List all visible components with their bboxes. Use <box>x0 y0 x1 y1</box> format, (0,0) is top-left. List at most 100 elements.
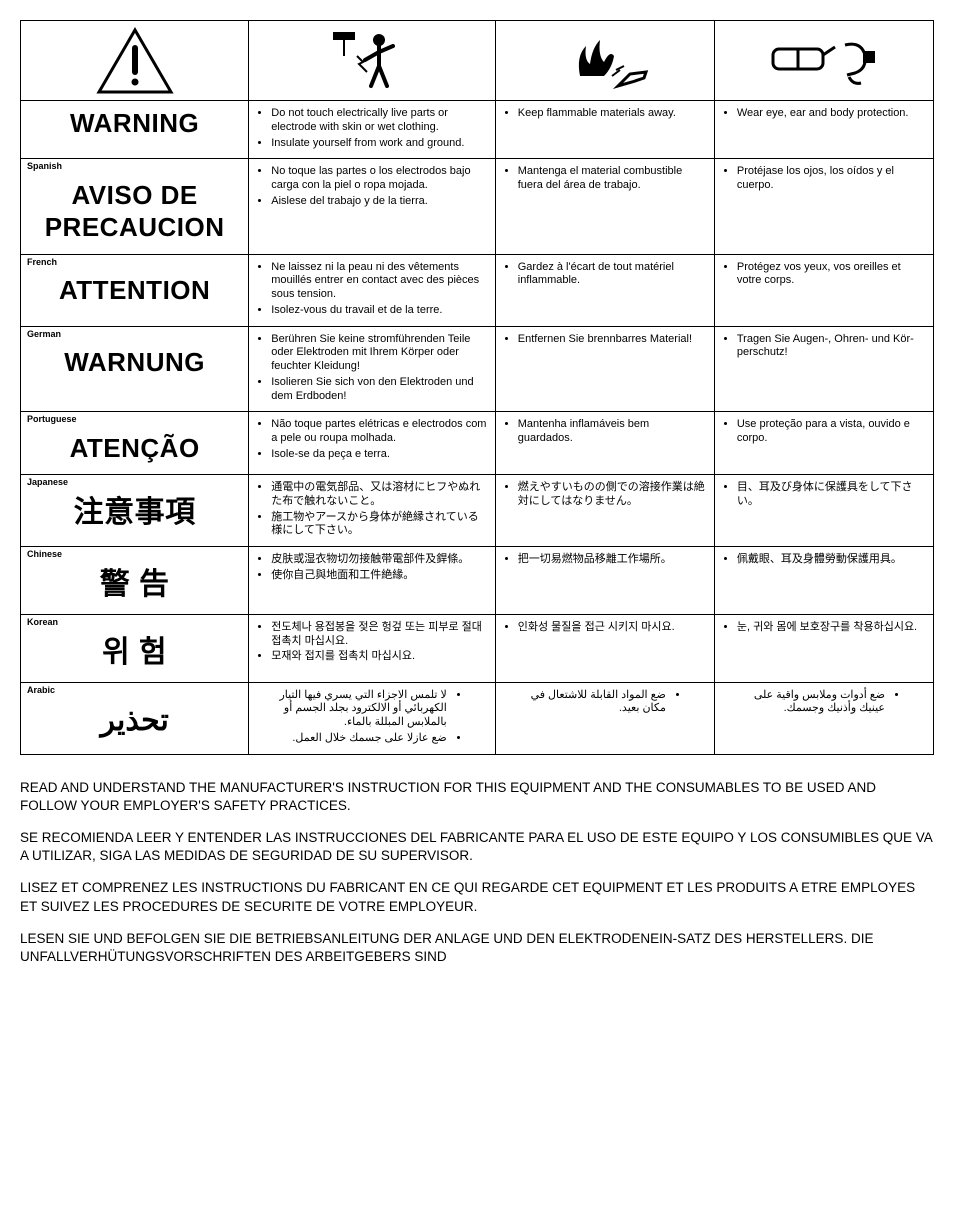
language-label: French <box>21 255 248 268</box>
warning-row: WARNING Do not touch electrically live pa… <box>21 101 934 159</box>
bullet-item: 皮肤或湿衣物切勿接触带電部件及銲條。 <box>271 553 487 567</box>
warning-text-cell: 把一切易燃物品移離工作場所。 <box>495 547 714 615</box>
heading-cell: Japanese注意事項 <box>21 475 249 547</box>
heading-cell: Chinese警 告 <box>21 547 249 615</box>
language-label: German <box>21 327 248 340</box>
bullet-list: 把一切易燃物品移離工作場所。 <box>504 553 706 567</box>
bullet-item: Protégez vos yeux, vos oreilles et votre… <box>737 261 925 289</box>
bullet-item: Isolieren Sie sich von den Elektroden un… <box>271 376 487 404</box>
heading-cell: PortugueseATENÇÃO <box>21 412 249 475</box>
bullet-item: Ne laissez ni la peau ni des vêtements m… <box>271 261 487 302</box>
warning-text-cell: 눈, 귀와 몸에 보호장구를 착용하십시요. <box>714 614 933 682</box>
warning-text-cell: Entfernen Sie brennbarres Material! <box>495 326 714 412</box>
bullet-item: 目、耳及び身体に保護具をして下さい。 <box>737 481 925 509</box>
bullet-item: 燃えやすいものの側での溶接作業は絶対にしてはなりません。 <box>518 481 706 509</box>
bullet-list: Mantenha inflamáveis bem guardados. <box>504 418 706 446</box>
warning-text-cell: Mantenga el material combustible fuera d… <box>495 159 714 254</box>
bullet-item: 通電中の電気部品、又は溶材にヒフやぬれた布で触れないこと。 <box>271 481 487 509</box>
icon-cell-alert <box>21 21 249 101</box>
footer-paragraphs: READ AND UNDERSTAND THE MANUFACTURER'S I… <box>20 779 934 967</box>
heading-cell: Arabicتحذير <box>21 682 249 754</box>
warning-row: Arabicتحذير لا تلمس الاجزاء التي يسري فيه… <box>21 682 934 754</box>
warning-text-cell: لا تلمس الاجزاء التي يسري فيها التيار ال… <box>249 682 496 754</box>
bullet-list: Entfernen Sie brennbarres Material! <box>504 333 706 347</box>
warning-text-cell: 전도체나 용접봉을 젖은 헝겊 또는 피부로 절대 접촉치 마십시요.모재와 접… <box>249 614 496 682</box>
bullet-item: Protéjase los ojos, los oídos y el cuerp… <box>737 165 925 193</box>
bullet-item: Não toque partes elétricas e electrodos … <box>271 418 487 446</box>
bullet-item: Keep flammable materials away. <box>518 107 706 121</box>
flames-hand-icon <box>560 26 650 96</box>
bullet-list: ضع أدوات وملابس واقية على عينيك وأذنيك و… <box>723 689 925 717</box>
warning-text-cell: 인화성 물질을 접근 시키지 마시요. <box>495 614 714 682</box>
heading-cell: SpanishAVISO DE PRECAUCION <box>21 159 249 254</box>
bullet-item: 모재와 접지를 접촉치 마십시요. <box>271 650 487 664</box>
heading-cell: Korean위 험 <box>21 614 249 682</box>
icon-row <box>21 21 934 101</box>
bullet-item: Entfernen Sie brennbarres Material! <box>518 333 706 347</box>
warning-table: WARNING Do not touch electrically live pa… <box>20 20 934 755</box>
bullet-list: 전도체나 용접봉을 젖은 헝겊 또는 피부로 절대 접촉치 마십시요.모재와 접… <box>257 621 487 664</box>
bullet-item: Gardez à l'écart de tout matériel inflam… <box>518 261 706 289</box>
bullet-item: Do not touch electrically live parts or … <box>271 107 487 135</box>
warning-row: Korean위 험전도체나 용접봉을 젖은 헝겊 또는 피부로 절대 접촉치 마… <box>21 614 934 682</box>
bullet-list: Use proteção para a vista, ouvido e corp… <box>723 418 925 446</box>
warning-text-cell: 目、耳及び身体に保護具をして下さい。 <box>714 475 933 547</box>
bullet-list: Ne laissez ni la peau ni des vêtements m… <box>257 261 487 318</box>
bullet-list: Gardez à l'écart de tout matériel inflam… <box>504 261 706 289</box>
warning-text-cell: Do not touch electrically live parts or … <box>249 101 496 159</box>
icon-cell-shock <box>249 21 496 101</box>
language-label: Korean <box>21 615 248 628</box>
bullet-item: Use proteção para a vista, ouvido e corp… <box>737 418 925 446</box>
bullet-item: Mantenha inflamáveis bem guardados. <box>518 418 706 446</box>
warning-text-cell: Use proteção para a vista, ouvido e corp… <box>714 412 933 475</box>
warning-heading: AVISO DE PRECAUCION <box>21 173 248 254</box>
bullet-item: ضع أدوات وملابس واقية على عينيك وأذنيك و… <box>737 689 885 717</box>
bullet-item: 把一切易燃物品移離工作場所。 <box>518 553 706 567</box>
bullet-item: 눈, 귀와 몸에 보호장구를 착용하십시요. <box>737 621 925 635</box>
bullet-list: No toque las partes o los electrodos baj… <box>257 165 487 208</box>
icon-cell-ppe <box>714 21 933 101</box>
bullet-item: 施工物やアースから身体が絶縁されている様にして下さい。 <box>271 511 487 539</box>
warning-heading: 警 告 <box>21 560 248 614</box>
warning-text-cell: Gardez à l'écart de tout matériel inflam… <box>495 254 714 326</box>
footer-paragraph: READ AND UNDERSTAND THE MANUFACTURER'S I… <box>20 779 934 815</box>
warning-text-cell: Mantenha inflamáveis bem guardados. <box>495 412 714 475</box>
warning-text-cell: 通電中の電気部品、又は溶材にヒフやぬれた布で触れないこと。施工物やアースから身体… <box>249 475 496 547</box>
bullet-item: ضع المواد القابلة للاشتعال في مكان بعيد. <box>518 689 666 717</box>
bullet-list: Keep flammable materials away. <box>504 107 706 121</box>
bullet-item: Mantenga el material combustible fuera d… <box>518 165 706 193</box>
bullet-list: Mantenga el material combustible fuera d… <box>504 165 706 193</box>
warning-row: GermanWARNUNGBerühren Sie keine stromfüh… <box>21 326 934 412</box>
bullet-item: 使你自己與地面和工件絶緣。 <box>271 569 487 583</box>
bullet-item: 佩戴眼、耳及身體勞動保護用具。 <box>737 553 925 567</box>
warning-heading: تحذير <box>21 696 248 750</box>
warning-row: FrenchATTENTION Ne laissez ni la peau ni … <box>21 254 934 326</box>
language-label: Japanese <box>21 475 248 488</box>
warning-row: PortugueseATENÇÃO Não toque partes elétri… <box>21 412 934 475</box>
bullet-item: Isole-se da peça e terra. <box>271 448 487 462</box>
bullet-list: Wear eye, ear and body protection. <box>723 107 925 121</box>
footer-paragraph: SE RECOMIENDA LEER Y ENTENDER LAS INSTRU… <box>20 829 934 865</box>
alert-triangle-icon <box>95 26 175 96</box>
bullet-item: لا تلمس الاجزاء التي يسري فيها التيار ال… <box>271 689 447 730</box>
language-label: Spanish <box>21 159 248 172</box>
warning-heading: ATTENTION <box>21 268 248 317</box>
warning-text-cell: Berühren Sie keine stromführenden Teile … <box>249 326 496 412</box>
bullet-list: Protégez vos yeux, vos oreilles et votre… <box>723 261 925 289</box>
heading-cell: WARNING <box>21 101 249 159</box>
warning-text-cell: Ne laissez ni la peau ni des vêtements m… <box>249 254 496 326</box>
warning-text-cell: 皮肤或湿衣物切勿接触带電部件及銲條。使你自己與地面和工件絶緣。 <box>249 547 496 615</box>
bullet-list: Tragen Sie Augen-, Ohren- und Kör-persch… <box>723 333 925 361</box>
bullet-list: 인화성 물질을 접근 시키지 마시요. <box>504 621 706 635</box>
warning-text-cell: Protégez vos yeux, vos oreilles et votre… <box>714 254 933 326</box>
bullet-item: Insulate yourself from work and ground. <box>271 137 487 151</box>
bullet-item: Isolez-vous du travail et de la terre. <box>271 304 487 318</box>
bullet-list: 皮肤或湿衣物切勿接触带電部件及銲條。使你自己與地面和工件絶緣。 <box>257 553 487 583</box>
bullet-list: Do not touch electrically live parts or … <box>257 107 487 150</box>
heading-cell: GermanWARNUNG <box>21 326 249 412</box>
heading-cell: FrenchATTENTION <box>21 254 249 326</box>
warning-text-cell: Keep flammable materials away. <box>495 101 714 159</box>
bullet-list: ضع المواد القابلة للاشتعال في مكان بعيد. <box>504 689 706 717</box>
language-label: Portuguese <box>21 412 248 425</box>
bullet-list: 佩戴眼、耳及身體勞動保護用具。 <box>723 553 925 567</box>
